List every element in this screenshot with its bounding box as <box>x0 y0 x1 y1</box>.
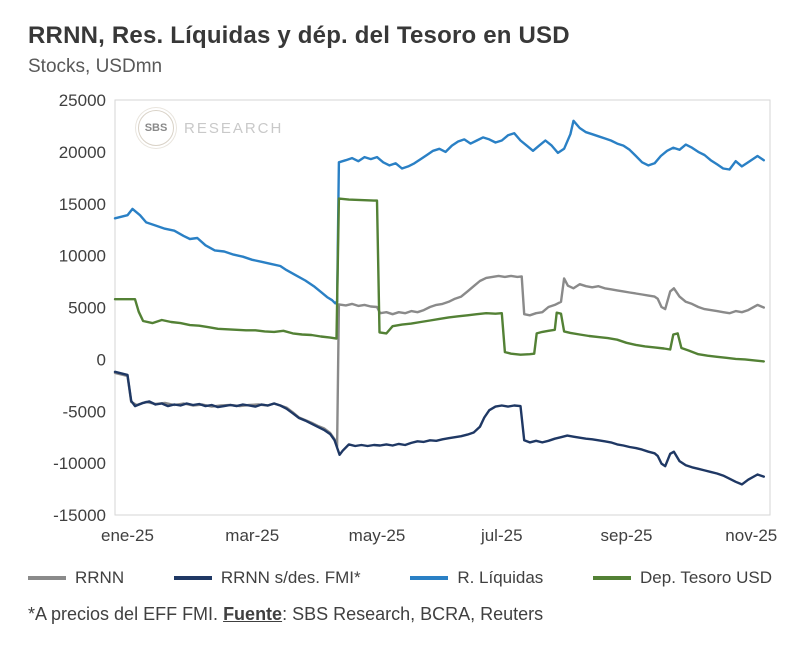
y-tick-label: 5000 <box>68 299 106 318</box>
series-line <box>113 274 765 448</box>
legend-label: RRNN <box>75 568 125 587</box>
x-tick-label: ene-25 <box>101 526 154 545</box>
series-line <box>113 119 765 305</box>
legend-item: Dep. Tesoro USD <box>593 568 772 588</box>
y-tick-label: 25000 <box>59 91 106 110</box>
y-tick-label: 15000 <box>59 195 106 214</box>
y-tick-label: 10000 <box>59 247 106 266</box>
legend-label: RRNN s/des. FMI* <box>220 568 361 587</box>
y-tick-label: 20000 <box>59 143 106 162</box>
series-line <box>113 370 765 486</box>
x-tick-label: may-25 <box>349 526 406 545</box>
x-tick-label: sep-25 <box>601 526 653 545</box>
y-tick-label: 0 <box>97 350 106 369</box>
legend-item: R. Líquidas <box>410 568 543 588</box>
footnote: *A precios del EFF FMI. Fuente: SBS Rese… <box>28 604 784 625</box>
y-tick-label: -10000 <box>53 454 106 473</box>
footnote-prefix: *A precios del EFF FMI. <box>28 604 224 624</box>
footnote-suffix: : SBS Research, BCRA, Reuters <box>282 604 544 624</box>
chart-card: RRNN, Res. Líquidas y dép. del Tesoro en… <box>16 22 784 625</box>
x-tick-label: jul-25 <box>480 526 523 545</box>
legend-swatch <box>410 576 449 580</box>
x-tick-label: mar-25 <box>225 526 279 545</box>
footnote-source-label: Fuente <box>223 604 283 624</box>
legend-label: Dep. Tesoro USD <box>640 568 772 587</box>
plot-border <box>114 99 771 516</box>
x-tick-label: nov-25 <box>725 526 777 545</box>
legend-swatch <box>593 576 632 580</box>
chart-subtitle: Stocks, USDmn <box>28 56 163 77</box>
legend-item: RRNN <box>28 568 124 588</box>
series-line <box>113 197 765 363</box>
line-chart: 25000 20000 15000 10000 5000 0 -5000 -10000 -150… <box>53 91 777 545</box>
legend-swatch <box>173 576 212 580</box>
page-title: RRNN, Res. Líquidas y dép. del Tesoro en… <box>28 22 570 49</box>
chart-area: 25000 20000 15000 10000 5000 0 -5000 -10000 -150… <box>16 84 784 560</box>
legend-item: RRNN s/des. FMI* <box>173 568 361 588</box>
chart-legend: RRNN RRNN s/des. FMI* R. Líquidas Dep. Teso… <box>28 560 772 588</box>
y-tick-label: -15000 <box>53 506 106 525</box>
legend-label: R. Líquidas <box>457 568 544 587</box>
y-tick-label: -5000 <box>63 402 106 421</box>
legend-swatch <box>28 576 66 580</box>
